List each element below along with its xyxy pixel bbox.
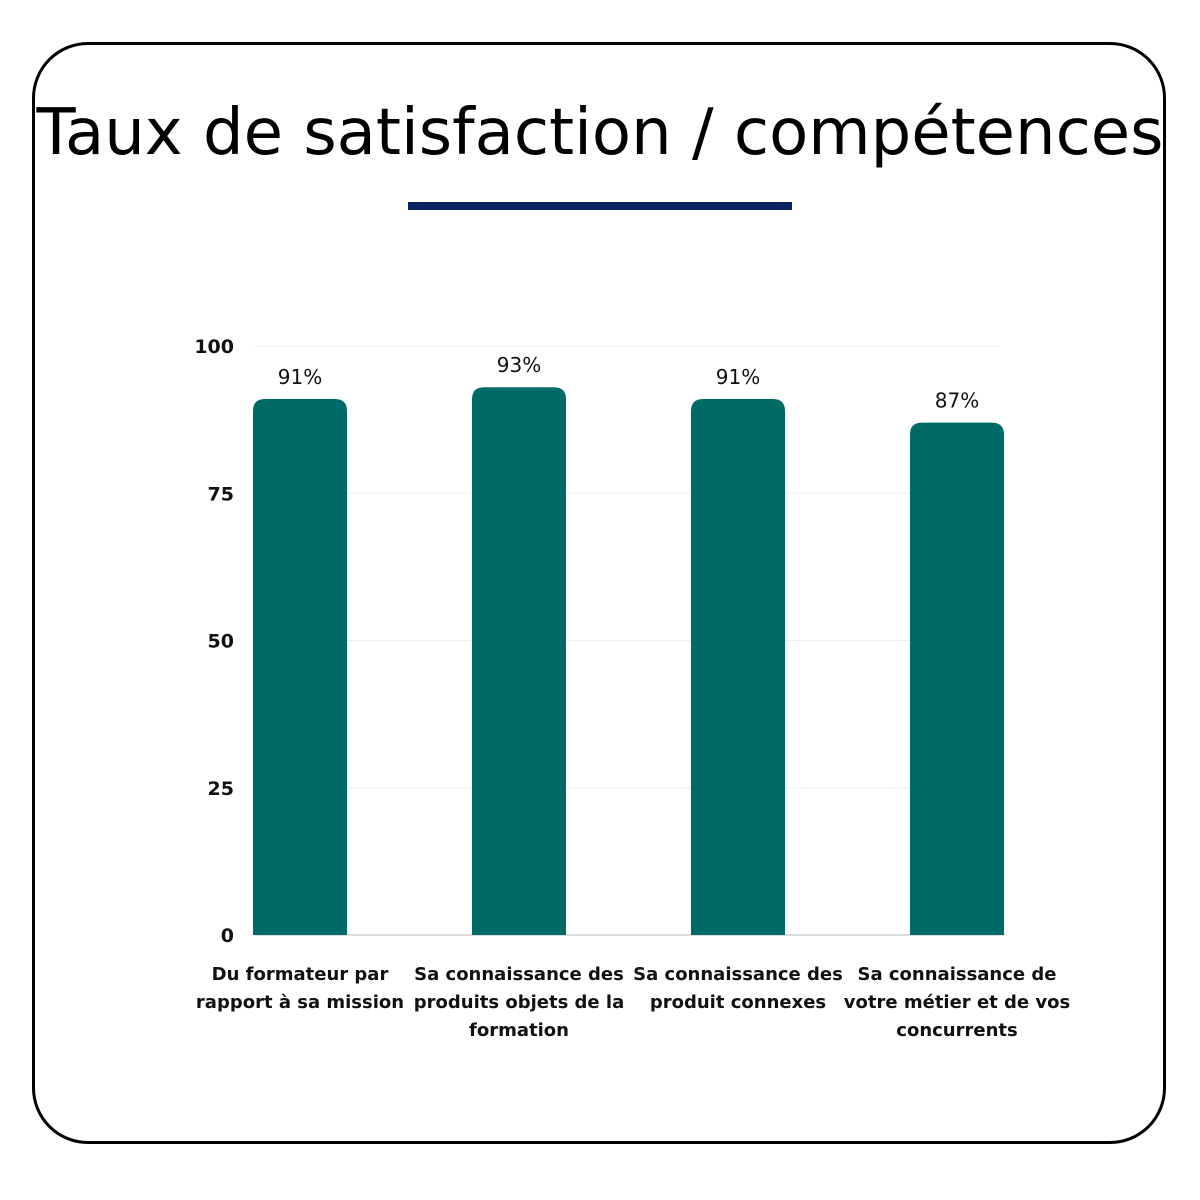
x-category-label: Du formateur par rapport à sa mission — [195, 964, 405, 1013]
x-category-label: Sa connaissance des produit connexes — [633, 964, 843, 1013]
bar — [472, 387, 566, 936]
y-tick-label: 100 — [194, 336, 234, 358]
bar-data-label: 91% — [278, 365, 322, 389]
y-tick-label: 50 — [208, 631, 234, 653]
bar — [691, 399, 785, 935]
chart-title: Taux de satisfaction / compétences — [36, 96, 1164, 170]
x-category-label: Sa connaissance des produits objets de l… — [413, 964, 625, 1041]
y-tick-label: 0 — [221, 925, 234, 947]
bar — [253, 399, 347, 935]
bar-data-label: 93% — [497, 353, 541, 377]
y-tick-label: 25 — [208, 778, 234, 800]
bar — [910, 422, 1004, 935]
x-category-label: Sa connaissance de votre métier et de vo… — [843, 964, 1071, 1041]
title-underline — [408, 202, 792, 210]
bar-data-label: 91% — [716, 365, 760, 389]
y-tick-label: 75 — [208, 483, 234, 505]
bar-data-label: 87% — [935, 389, 979, 413]
